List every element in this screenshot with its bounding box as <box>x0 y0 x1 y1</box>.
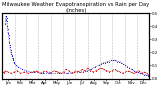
Title: Milwaukee Weather Evapotranspiration vs Rain per Day (Inches): Milwaukee Weather Evapotranspiration vs … <box>2 2 149 13</box>
